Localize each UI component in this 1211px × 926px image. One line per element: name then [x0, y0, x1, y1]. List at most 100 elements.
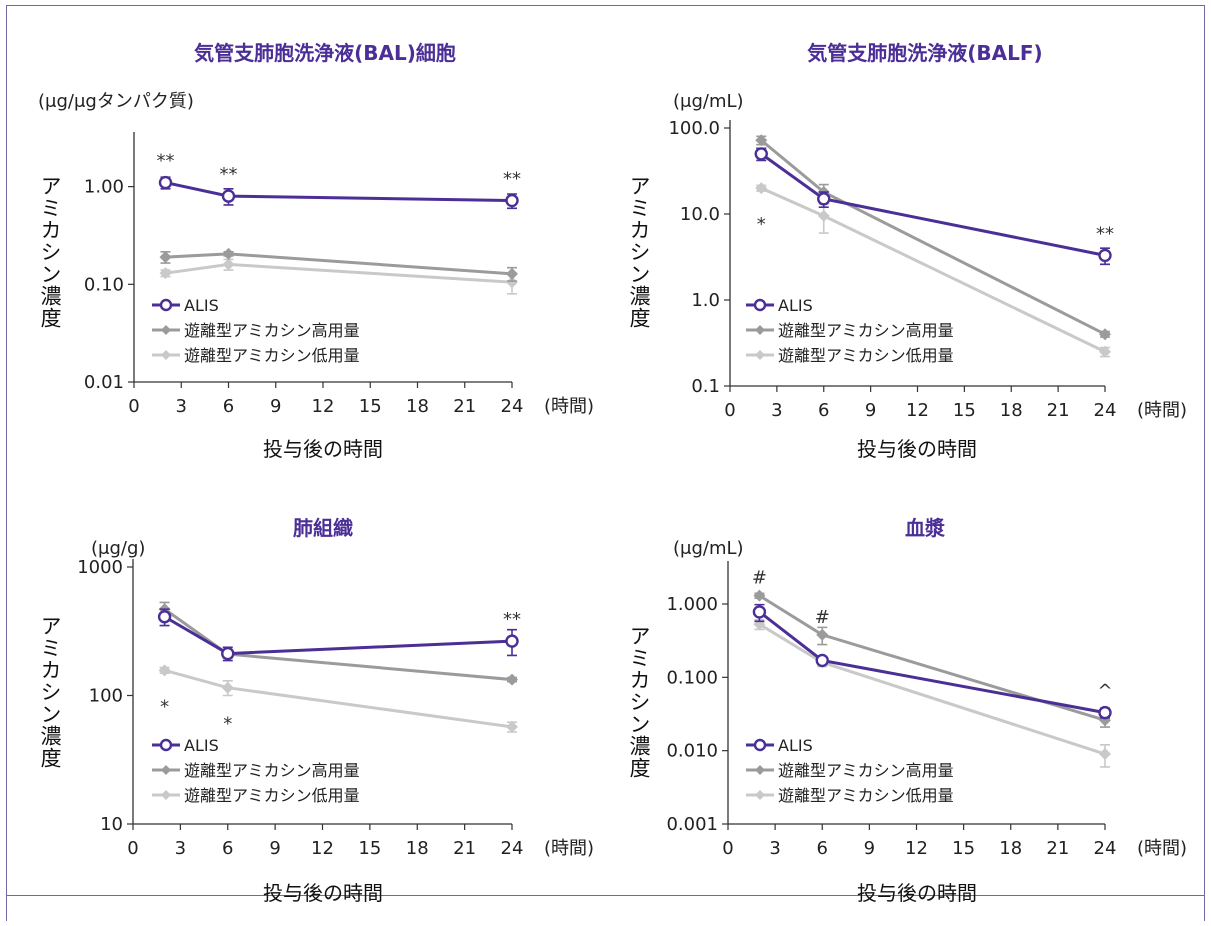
- legend-label: 遊離型アミカシン低用量: [778, 346, 954, 365]
- x-tick-label: 12: [311, 838, 334, 859]
- y-tick-label: 0.001: [666, 814, 718, 835]
- legend-label: 遊離型アミカシン高用量: [184, 321, 360, 340]
- chart-title: 血漿: [905, 516, 946, 540]
- y-unit-label: (μg/mL): [673, 538, 744, 559]
- data-point: [506, 720, 518, 733]
- y-unit-label: (μg/g): [91, 538, 145, 559]
- legend-marker: [755, 325, 765, 335]
- y-axis-label: アミカシン濃度: [627, 625, 651, 779]
- x-tick-label: 18: [406, 396, 429, 417]
- data-point: [506, 276, 518, 289]
- data-point: [222, 247, 235, 260]
- data-point: [1098, 248, 1112, 263]
- legend-marker: [753, 298, 767, 312]
- y-tick-label: 1.000: [666, 594, 718, 615]
- x-tick-label: 9: [865, 400, 876, 421]
- legend-marker: [161, 325, 171, 335]
- data-point: [755, 182, 768, 195]
- data-point: [221, 189, 236, 203]
- data-point: [755, 134, 768, 147]
- x-tick-label: 3: [176, 396, 187, 417]
- legend-label: ALIS: [184, 296, 219, 315]
- data-point: [159, 267, 172, 280]
- x-tick-label: 21: [453, 838, 476, 859]
- data-point: [752, 605, 767, 619]
- legend-label: 遊離型アミカシン低用量: [184, 346, 360, 365]
- x-tick-label: 15: [952, 838, 975, 859]
- y-tick-label: 0.1: [691, 376, 720, 397]
- data-point: [1098, 705, 1112, 720]
- legend-marker: [755, 765, 765, 775]
- data-point: [158, 175, 173, 190]
- data-point: [158, 664, 171, 677]
- series-line: [164, 668, 513, 729]
- data-point: [1099, 345, 1111, 358]
- data-point: [221, 646, 235, 661]
- chart-title: 肺組織: [293, 516, 353, 540]
- x-tick-label: 18: [999, 838, 1022, 859]
- legend-label: 遊離型アミカシン高用量: [778, 761, 954, 780]
- significance-mark: **: [503, 169, 521, 190]
- data-point: [753, 589, 766, 602]
- x-axis-label: 投与後の時間: [263, 881, 383, 905]
- x-unit-label: (時間): [544, 838, 594, 859]
- x-tick-label: 18: [406, 838, 429, 859]
- legend-marker: [753, 738, 767, 752]
- x-tick-label: 0: [724, 400, 735, 421]
- x-tick-label: 6: [818, 400, 829, 421]
- x-tick-label: 15: [358, 838, 381, 859]
- legend-label: 遊離型アミカシン低用量: [778, 786, 954, 805]
- significance-mark: *: [223, 714, 232, 735]
- y-tick-label: 100: [89, 686, 123, 707]
- x-tick-label: 9: [270, 396, 281, 417]
- data-point: [157, 610, 172, 624]
- x-tick-label: 15: [953, 400, 976, 421]
- x-tick-label: 0: [127, 838, 138, 859]
- chart-bal-cells: 気管支肺胞洗浄液(BAL)細胞 (μg/μgタンパク質) アミカシン濃度 投与後の時間…: [0, 0, 600, 460]
- data-point: [505, 634, 519, 648]
- chart-title: 気管支肺胞洗浄液(BAL)細胞: [194, 41, 456, 65]
- legend-label: ALIS: [184, 736, 219, 755]
- legend-label: ALIS: [778, 736, 813, 755]
- y-unit-label: (μg/μgタンパク質): [38, 91, 194, 112]
- x-tick-label: 24: [1094, 838, 1117, 859]
- x-tick-label: 0: [722, 838, 733, 859]
- series-line: [163, 615, 513, 656]
- y-tick-label: 0.010: [666, 741, 718, 762]
- legend-marker: [159, 738, 173, 752]
- x-tick-label: 0: [128, 396, 139, 417]
- chart-title: 気管支肺胞洗浄液(BALF): [807, 41, 1042, 65]
- legend-label: 遊離型アミカシン高用量: [184, 761, 360, 780]
- x-tick-label: 18: [1000, 400, 1023, 421]
- y-tick-label: 0.10: [84, 274, 124, 295]
- x-tick-label: 6: [223, 396, 234, 417]
- y-axis-label: アミカシン濃度: [38, 175, 62, 329]
- series-line: [760, 139, 1106, 336]
- legend-label: ALIS: [778, 296, 813, 315]
- x-tick-label: 24: [501, 396, 524, 417]
- y-axis-label: アミカシン濃度: [38, 615, 62, 769]
- x-tick-label: 12: [906, 400, 929, 421]
- legend-marker: [161, 350, 171, 360]
- data-point: [817, 192, 831, 206]
- x-tick-label: 21: [1047, 400, 1070, 421]
- significance-mark: #: [752, 568, 767, 589]
- y-unit-label: (μg/mL): [673, 91, 744, 112]
- figure-frame: [6, 5, 1205, 921]
- y-tick-label: 1.00: [84, 177, 124, 198]
- y-tick-label: 10: [100, 814, 123, 835]
- data-point: [506, 267, 518, 280]
- significance-mark: ^: [1097, 681, 1112, 702]
- data-point: [222, 258, 235, 271]
- x-tick-label: 12: [312, 396, 335, 417]
- x-tick-label: 15: [359, 396, 382, 417]
- figure-frame-bottom: [6, 895, 1205, 896]
- x-tick-label: 24: [501, 838, 524, 859]
- significance-mark: **: [157, 151, 175, 172]
